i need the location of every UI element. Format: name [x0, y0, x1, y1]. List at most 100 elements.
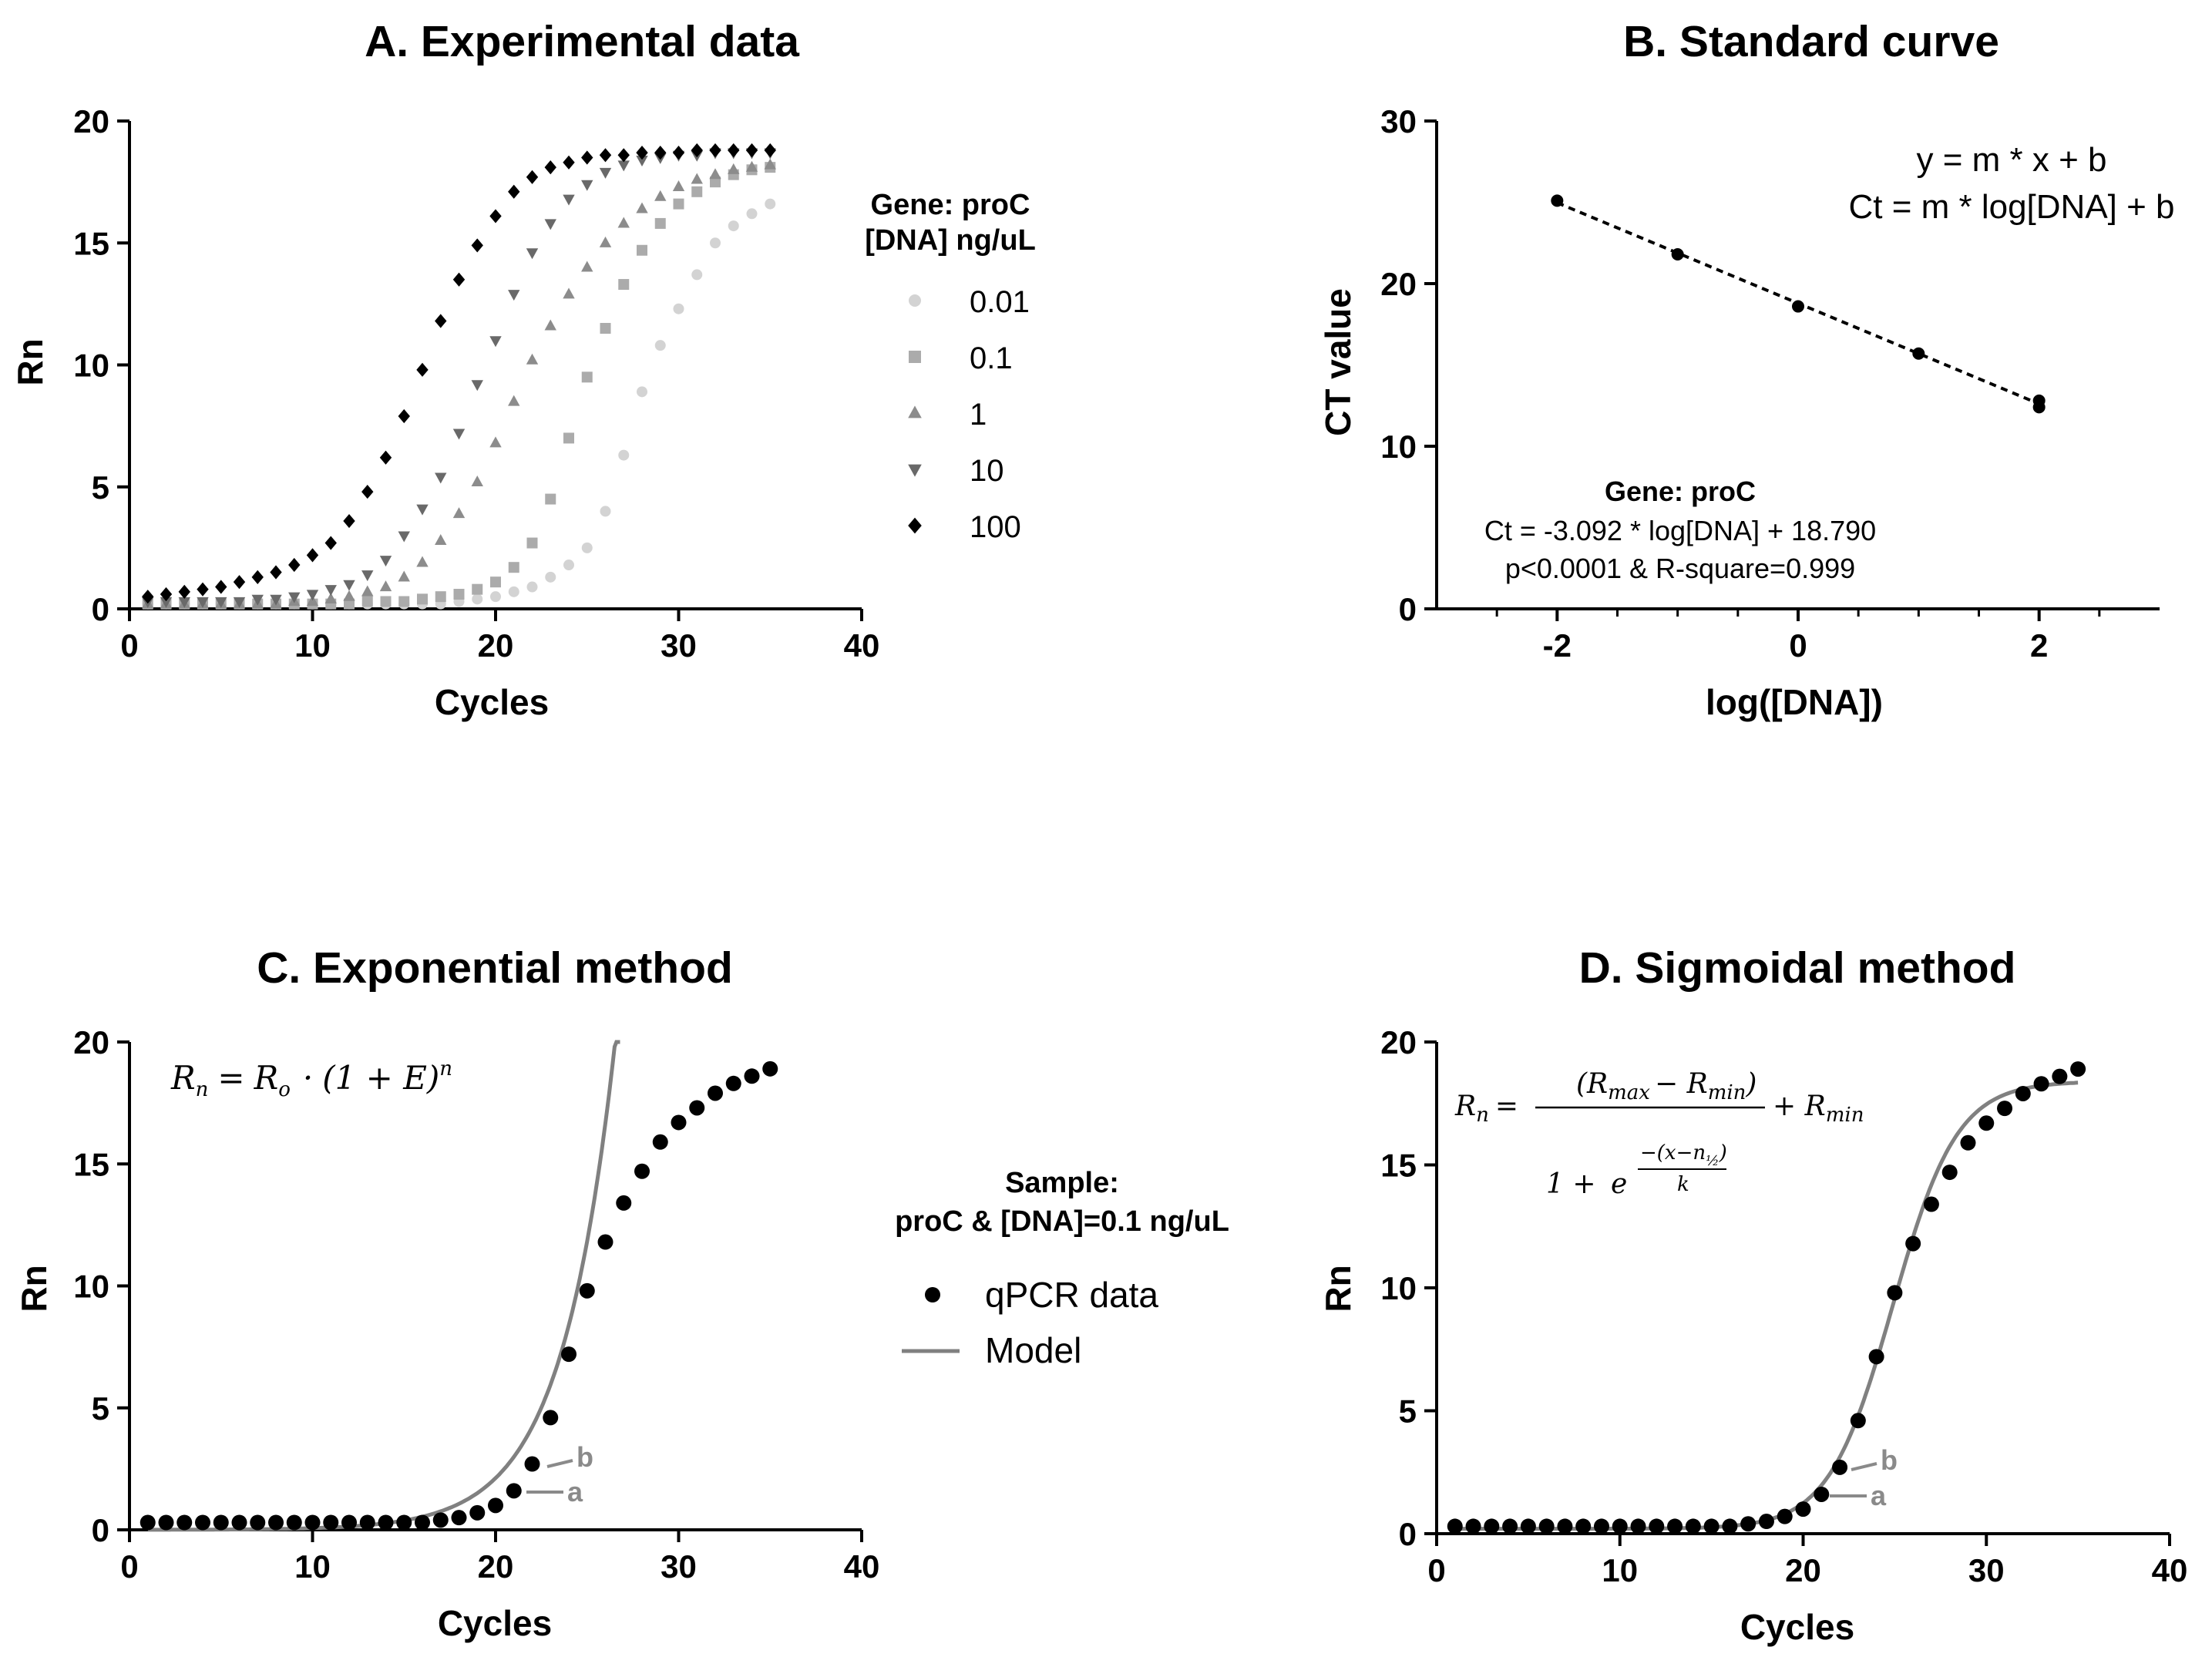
panel-a-point-10 — [178, 597, 190, 608]
y-tick-label: 10 — [1380, 429, 1417, 465]
panel-a-point-100 — [764, 143, 776, 158]
panel-b-point — [2032, 394, 2046, 407]
panel-a-y-label: Rn — [10, 338, 50, 385]
panel-c-point — [268, 1514, 284, 1531]
y-tick-label: 15 — [1380, 1148, 1417, 1184]
panel-c-y-label: Rn — [14, 1265, 54, 1312]
panel-a-point-0_01 — [490, 591, 501, 603]
panel-a-point-0_01 — [654, 340, 666, 351]
panel-a-point-10 — [435, 472, 447, 484]
panel-a-point-100 — [215, 580, 227, 594]
panel-d-point — [1832, 1459, 1848, 1475]
panel-a-point-100 — [288, 557, 301, 573]
panel-d-point — [1795, 1501, 1811, 1518]
panel-a-point-100 — [197, 582, 209, 597]
panel-b-x-label: log([DNA]) — [1706, 682, 1883, 722]
panel-a-point-0_1 — [673, 198, 684, 210]
panel-a-point-0_1 — [398, 596, 410, 607]
panel-a-point-10 — [599, 167, 612, 179]
panel-d-point — [1484, 1518, 1500, 1534]
panel-a-point-1 — [709, 168, 721, 180]
panel-d-point — [1941, 1165, 1958, 1181]
panel-a-x-label: Cycles — [435, 682, 549, 722]
panel-a-point-100 — [471, 238, 483, 253]
panel-c-point — [213, 1514, 229, 1531]
panel-a-point-1 — [672, 180, 685, 192]
panel-a-legend-label: 0.1 — [970, 341, 1013, 375]
panel-d-point — [1630, 1518, 1646, 1534]
panel-b-y-label: CT value — [1318, 288, 1358, 436]
panel-a-point-10 — [581, 180, 593, 191]
panel-a-point-100 — [581, 150, 593, 165]
panel-a-point-10 — [544, 219, 556, 230]
panel-a-point-0_1 — [691, 186, 703, 197]
panel-a-legend-label: 10 — [970, 454, 1004, 488]
panel-c-axes: 0 5 10 15 20 0 10 20 30 40 — [73, 1024, 879, 1585]
panel-a-point-0_1 — [710, 176, 721, 188]
panel-c-ab-labels: b a — [526, 1441, 593, 1507]
panel-d-b-label: b — [1881, 1444, 1898, 1476]
panel-a-point-0_01 — [472, 593, 483, 605]
panel-d-points — [1447, 1061, 2086, 1534]
panel-c-point — [488, 1497, 503, 1514]
panel-b-title: B. Standard curve — [1623, 17, 1999, 66]
panel-a-point-0_1 — [526, 537, 538, 549]
panel-d-point — [1997, 1101, 2013, 1117]
y-tick-label: 0 — [1399, 1516, 1417, 1552]
panel-a-legend-marker — [909, 294, 921, 307]
panel-b-point — [1551, 194, 1564, 207]
panel-a-point-0_1 — [618, 279, 630, 291]
panel-a-point-0_01 — [710, 237, 721, 249]
panel-a-point-1 — [599, 236, 612, 247]
y-tick-label: 10 — [73, 1269, 109, 1305]
panel-c-point — [616, 1195, 632, 1211]
panel-c-point — [415, 1514, 430, 1531]
panel-a-axes: 0 5 10 15 20 0 10 20 30 40 — [73, 103, 879, 664]
panel-a-point-10 — [489, 336, 502, 348]
panel-b-points — [1551, 194, 2046, 414]
svg-text:k: k — [1677, 1173, 1689, 1196]
panel-a-point-1 — [544, 319, 556, 331]
panel-a-point-0_01 — [581, 542, 593, 553]
panel-c-point — [140, 1514, 156, 1531]
panel-a-title: A. Experimental data — [365, 17, 800, 66]
panel-a-point-0_1 — [600, 323, 611, 334]
panel-a-point-100 — [563, 155, 575, 170]
panel-a-point-0_1 — [508, 562, 519, 573]
x-tick-label: -2 — [1543, 627, 1572, 664]
panel-b-point — [1671, 248, 1684, 261]
panel-c-title: C. Exponential method — [257, 943, 733, 993]
panel-a-point-10 — [233, 597, 246, 608]
panel-a-point-1 — [452, 507, 466, 519]
panel-d-model-curve — [1454, 1081, 2079, 1531]
panel-d-point — [2033, 1076, 2049, 1092]
panel-a-point-0_01 — [563, 560, 574, 571]
panel-a-point-1 — [745, 160, 758, 172]
y-tick-label: 10 — [1380, 1270, 1417, 1306]
panel-a-point-1 — [471, 476, 483, 487]
panel-d-point — [1722, 1518, 1738, 1534]
panel-a-legend: Gene: proC [DNA] ng/uL 0.01 0.1 1 10 100 — [865, 189, 1036, 544]
panel-a-point-100 — [233, 575, 246, 590]
panel-a-point-100 — [324, 536, 337, 550]
svg-text:(Rmax− Rmin): (Rmax − Rmin) — [1576, 1068, 1756, 1104]
panel-d-x-label: Cycles — [1740, 1607, 1854, 1647]
y-tick-label: 20 — [73, 103, 109, 139]
panel-a-point-0_01 — [600, 506, 611, 517]
panel-a-point-100 — [709, 143, 721, 158]
panel-d-point — [1447, 1518, 1463, 1534]
panel-b-annotation-stats: p<0.0001 & R-square=0.999 — [1505, 553, 1855, 584]
panel-a-point-1 — [343, 590, 355, 601]
panel-d-sigmoidal-method: D. Sigmoidal method 0 5 10 15 20 0 10 20 30 40 b … — [1318, 943, 2187, 1647]
panel-d-formula: Rn = (Rmax − Rmin) + Rmin 1 + e −(x−n½) k — [1454, 1068, 1864, 1200]
panel-a-point-10 — [215, 597, 227, 608]
panel-c-legend-label-model: Model — [985, 1330, 1081, 1370]
x-tick-label: 40 — [844, 627, 880, 664]
panel-a-point-1 — [728, 163, 740, 174]
panel-c-point — [579, 1282, 595, 1299]
panel-c-legend-title-line1: Sample: — [1005, 1167, 1119, 1199]
panel-a-point-0_01 — [765, 198, 776, 210]
panel-c-point — [231, 1514, 247, 1531]
panel-a-point-0_01 — [691, 269, 703, 281]
